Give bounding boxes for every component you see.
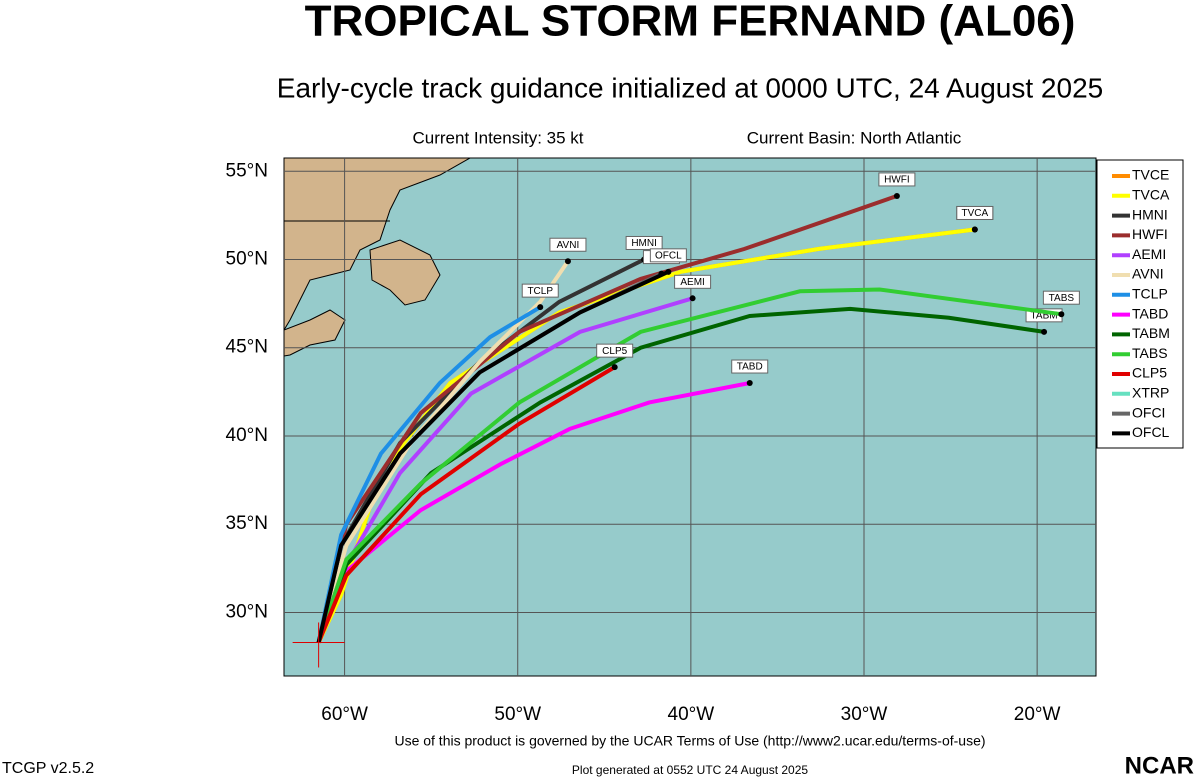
track-end bbox=[537, 304, 544, 311]
legend-box bbox=[1096, 159, 1184, 449]
track-end bbox=[1041, 328, 1048, 335]
track-end bbox=[1058, 311, 1065, 318]
track-label: TVCA bbox=[961, 208, 988, 219]
lon-label: 50°W bbox=[494, 704, 541, 725]
legend-label: OFCI bbox=[1132, 404, 1165, 420]
track-label-box bbox=[625, 235, 663, 250]
track-label-box bbox=[878, 172, 916, 187]
track-label-box bbox=[521, 283, 559, 298]
lat-label: 50°N bbox=[226, 248, 268, 269]
track-label: AVNI bbox=[557, 240, 580, 251]
track-label: OFCL bbox=[655, 250, 682, 261]
intensity: Current Intensity: 35 kt bbox=[412, 128, 583, 147]
track-label-box bbox=[649, 248, 687, 263]
lat-label: 45°N bbox=[226, 337, 268, 358]
track bbox=[316, 287, 1062, 644]
generated: Plot generated at 0552 UTC 24 August 202… bbox=[572, 763, 808, 777]
subtitle: Early-cycle track guidance initialized a… bbox=[277, 72, 1103, 103]
logo: NCAR bbox=[1125, 752, 1194, 779]
legend-label: TABD bbox=[1132, 305, 1168, 321]
legend-label: TVCE bbox=[1132, 167, 1169, 183]
legend-label: AEMI bbox=[1132, 246, 1166, 262]
lat-label: 55°N bbox=[226, 160, 268, 181]
track-end bbox=[689, 295, 696, 302]
track-end bbox=[971, 226, 978, 233]
track-label-box bbox=[731, 359, 769, 374]
lon-label: 30°W bbox=[841, 704, 888, 725]
track-end bbox=[611, 364, 618, 371]
lon-label: 60°W bbox=[321, 704, 368, 725]
track-end bbox=[564, 258, 571, 265]
legend-label: CLP5 bbox=[1132, 365, 1167, 381]
lat-label: 40°N bbox=[226, 425, 268, 446]
legend-label: HWFI bbox=[1132, 226, 1168, 242]
track bbox=[316, 365, 616, 644]
track-label: HWFI bbox=[884, 175, 910, 186]
track-label: TABD bbox=[737, 362, 763, 373]
lon-label: 40°W bbox=[668, 704, 715, 725]
track-end bbox=[665, 268, 672, 275]
version: TCGP v2.5.2 bbox=[2, 760, 94, 777]
track-label: TABS bbox=[1049, 293, 1075, 304]
track-label: TABM bbox=[1031, 310, 1058, 321]
track-end bbox=[893, 192, 900, 199]
legend-label: TABM bbox=[1132, 325, 1170, 341]
land bbox=[284, 158, 472, 357]
legend-label: HMNI bbox=[1132, 206, 1168, 222]
lat-label: 35°N bbox=[226, 513, 268, 534]
legend-label: XTRP bbox=[1132, 385, 1169, 401]
track bbox=[316, 270, 670, 643]
basin: Current Basin: North Atlantic bbox=[747, 128, 962, 147]
legend-label: TVCA bbox=[1132, 187, 1170, 203]
track-label-box bbox=[596, 343, 634, 358]
legend-label: TABS bbox=[1132, 345, 1168, 361]
lon-label: 20°W bbox=[1014, 704, 1061, 725]
terms: Use of this product is governed by the U… bbox=[394, 733, 985, 749]
track-label: AEMI bbox=[680, 277, 704, 288]
lat-label: 30°N bbox=[226, 601, 268, 622]
legend-label: TCLP bbox=[1132, 286, 1168, 302]
track-end bbox=[746, 380, 753, 387]
track-label-box bbox=[956, 205, 994, 220]
track-label: HMNI bbox=[631, 238, 657, 249]
ocean bbox=[283, 157, 1097, 677]
legend-label: AVNI bbox=[1132, 266, 1164, 282]
track-label: TCLP bbox=[527, 286, 553, 297]
track-label-box bbox=[549, 237, 587, 252]
legend-label: OFCL bbox=[1132, 424, 1170, 440]
track-label: CLP5 bbox=[602, 346, 627, 357]
title: TROPICAL STORM FERNAND (AL06) bbox=[305, 0, 1076, 46]
track bbox=[316, 306, 1045, 644]
track-label-box bbox=[1042, 290, 1080, 305]
track-label-box bbox=[674, 274, 712, 289]
